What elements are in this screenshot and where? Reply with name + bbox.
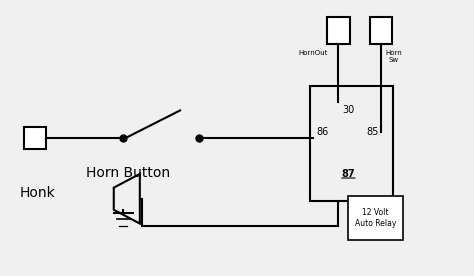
- Bar: [370, 17, 392, 44]
- Bar: [348, 196, 403, 240]
- Text: 85: 85: [367, 128, 379, 137]
- Text: 30: 30: [342, 105, 355, 115]
- Text: Honk: Honk: [20, 186, 56, 200]
- Text: Horn Button: Horn Button: [86, 166, 170, 180]
- Text: 87: 87: [342, 169, 355, 179]
- Text: 86: 86: [316, 128, 328, 137]
- Text: Horn
Sw: Horn Sw: [385, 50, 402, 63]
- Bar: [24, 127, 46, 149]
- Text: HornOut: HornOut: [298, 50, 328, 56]
- Bar: [327, 17, 350, 44]
- Bar: [310, 86, 393, 201]
- Text: 12 Volt
Auto Relay: 12 Volt Auto Relay: [355, 208, 396, 228]
